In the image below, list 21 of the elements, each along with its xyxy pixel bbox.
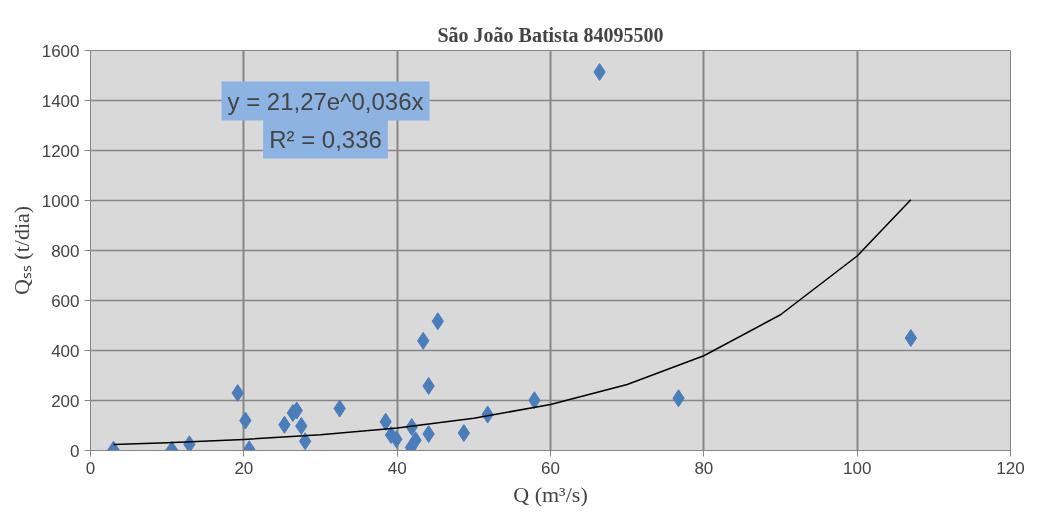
x-axis-title: Q (m³/s): [513, 481, 588, 507]
chart-title: São João Batista 84095500: [437, 23, 664, 46]
x-tick-label: 40: [387, 458, 407, 478]
y-tick-label: 1000: [41, 191, 80, 211]
x-tick-label: 120: [996, 458, 1025, 478]
y-axis-title: Qₛₛ (t/dia): [8, 205, 34, 296]
x-tick-label: 100: [842, 458, 872, 478]
y-tick-label: 1400: [41, 91, 80, 111]
y-tick-label: 0: [70, 441, 80, 461]
y-tick-label: 1200: [41, 141, 80, 161]
y-tick-label: 800: [51, 241, 80, 261]
annotation: R² = 0,336: [269, 125, 382, 153]
x-tick-label: 0: [85, 458, 96, 478]
y-tick-label: 200: [51, 391, 80, 411]
x-tick-label: 60: [541, 458, 560, 478]
x-tick-label: 20: [234, 458, 254, 478]
annotation: y = 21,27e^0,036x: [227, 87, 424, 115]
y-tick-label: 400: [51, 341, 80, 361]
x-tick-label: 80: [694, 458, 714, 478]
y-tick-label: 600: [51, 291, 80, 311]
y-tick-label: 1600: [41, 41, 80, 61]
